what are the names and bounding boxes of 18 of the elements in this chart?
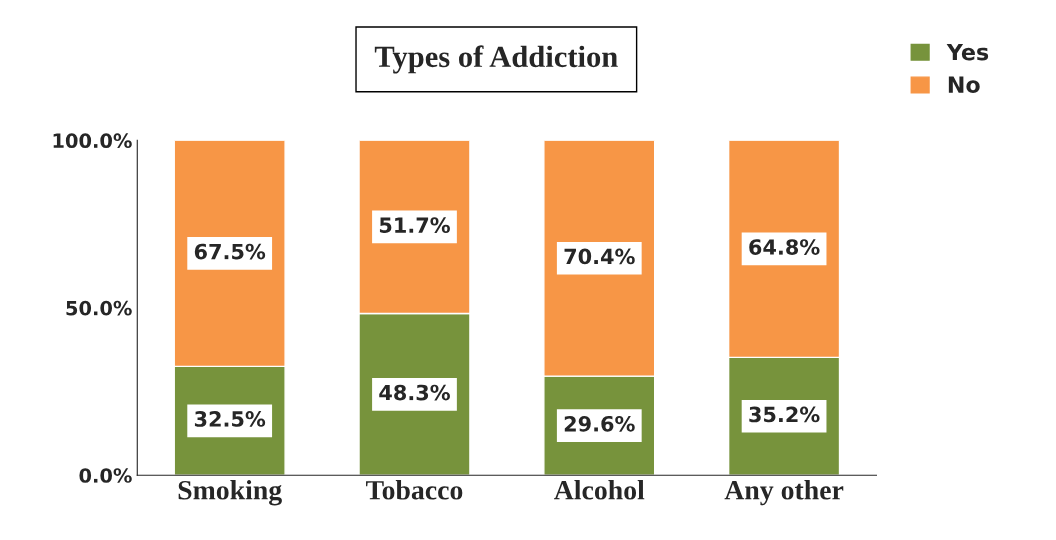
x-tick-label: Smoking <box>178 480 282 506</box>
legend-label: No <box>948 76 980 94</box>
legend-label: Yes <box>946 43 989 61</box>
data-label: 35.2% <box>749 406 820 423</box>
data-label: 64.8% <box>749 239 820 255</box>
x-tick-label: Tobacco <box>366 480 463 500</box>
y-tick-label: 100.0% <box>53 133 132 149</box>
data-label: 70.4% <box>564 248 635 265</box>
data-label: 51.7% <box>379 217 450 233</box>
data-label: 29.6% <box>564 415 635 432</box>
data-label: 32.5% <box>194 411 266 427</box>
chart-title: Types of Addiction <box>374 45 618 74</box>
x-tick-label: Alcohol <box>554 480 645 500</box>
data-label: 67.5% <box>194 243 266 260</box>
y-tick-label: 0.0% <box>79 468 132 483</box>
data-label: 48.3% <box>379 384 450 401</box>
x-tick-label: Any other <box>724 480 844 506</box>
y-tick-label: 50.0% <box>66 300 132 316</box>
